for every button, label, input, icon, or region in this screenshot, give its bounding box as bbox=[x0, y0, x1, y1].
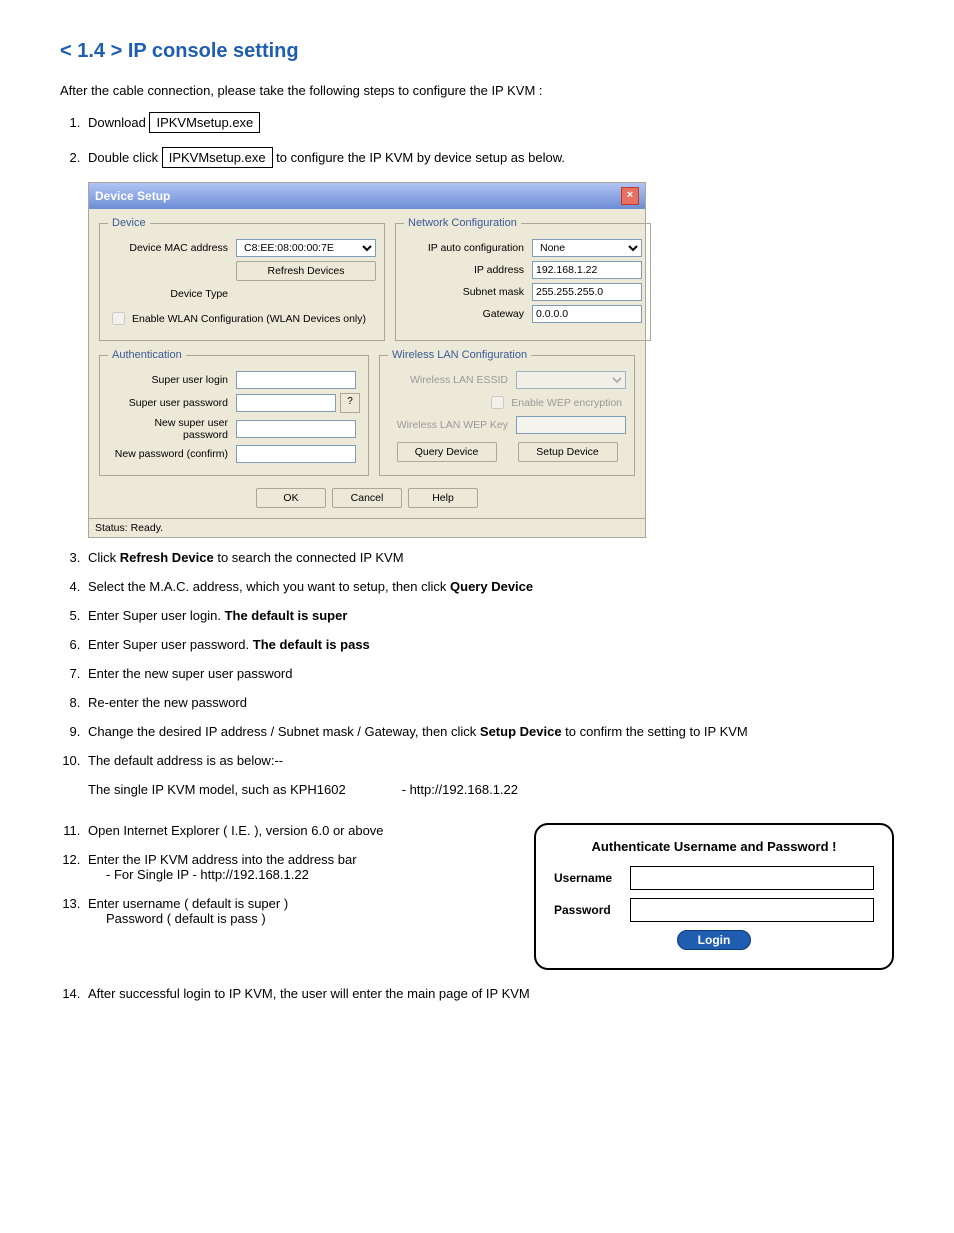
step-5: Enter Super user login. The default is s… bbox=[84, 608, 894, 623]
enable-wlan-label: Enable WLAN Configuration (WLAN Devices … bbox=[132, 313, 366, 325]
username-label: Username bbox=[554, 871, 630, 885]
device-type-field bbox=[236, 285, 376, 303]
login-button[interactable]: Login bbox=[677, 930, 752, 950]
page-title: < 1.4 > IP console setting bbox=[60, 40, 894, 63]
network-fieldset: Network Configuration IP auto configurat… bbox=[395, 217, 651, 341]
wepkey-input bbox=[516, 416, 626, 434]
login-title: Authenticate Username and Password ! bbox=[554, 839, 874, 854]
gateway-input[interactable] bbox=[532, 305, 642, 323]
wepkey-label: Wireless LAN WEP Key bbox=[388, 419, 512, 431]
subnet-input[interactable] bbox=[532, 283, 642, 301]
dialog-title-text: Device Setup bbox=[95, 189, 170, 203]
step-1: Download IPKVMsetup.exe bbox=[84, 112, 894, 133]
step-8: Re-enter the new password bbox=[84, 695, 894, 710]
help-button[interactable]: Help bbox=[408, 488, 478, 508]
refresh-devices-button[interactable]: Refresh Devices bbox=[236, 261, 376, 281]
enable-wlan-checkbox[interactable] bbox=[112, 312, 125, 325]
step2-prefix: Double click bbox=[88, 150, 158, 165]
su-pass-input[interactable] bbox=[236, 394, 336, 412]
cancel-button[interactable]: Cancel bbox=[332, 488, 402, 508]
ip-address-input[interactable] bbox=[532, 261, 642, 279]
step-6: Enter Super user password. The default i… bbox=[84, 637, 894, 652]
device-legend: Device bbox=[108, 217, 150, 229]
su-login-input[interactable] bbox=[236, 371, 356, 389]
mac-select[interactable]: C8:EE:08:00:00:7E bbox=[236, 239, 376, 257]
wlan-fieldset: Wireless LAN Configuration Wireless LAN … bbox=[379, 349, 635, 476]
step2-suffix: to configure the IP KVM by device setup … bbox=[276, 150, 565, 165]
download-filename: IPKVMsetup.exe bbox=[149, 112, 260, 133]
login-dialog: Authenticate Username and Password ! Use… bbox=[534, 823, 894, 970]
step-10: The default address is as below:-- bbox=[84, 753, 894, 768]
mac-label: Device MAC address bbox=[108, 242, 232, 254]
status-bar: Status: Ready. bbox=[89, 518, 645, 537]
query-device-button[interactable]: Query Device bbox=[397, 442, 497, 462]
new-pass-label: New super user password bbox=[108, 417, 232, 441]
auth-fieldset: Authentication Super user login Super us… bbox=[99, 349, 369, 476]
step-12: Enter the IP KVM address into the addres… bbox=[84, 852, 514, 882]
device-setup-dialog: Device Setup × Device Device MAC address… bbox=[88, 182, 646, 538]
step-3: Click Refresh Device to search the conne… bbox=[84, 550, 894, 565]
step10-sub-a: The single IP KVM model, such as KPH1602 bbox=[88, 782, 398, 797]
su-pass-label: Super user password bbox=[108, 397, 232, 409]
enable-wep-checkbox bbox=[491, 396, 504, 409]
step-4: Select the M.A.C. address, which you wan… bbox=[84, 579, 894, 594]
exe-filename: IPKVMsetup.exe bbox=[162, 147, 273, 168]
username-input[interactable] bbox=[630, 866, 874, 890]
ip-address-label: IP address bbox=[404, 264, 528, 276]
new-pass-confirm-input[interactable] bbox=[236, 445, 356, 463]
new-pass-input[interactable] bbox=[236, 420, 356, 438]
essid-select bbox=[516, 371, 626, 389]
intro-text: After the cable connection, please take … bbox=[60, 83, 894, 98]
ip-auto-label: IP auto configuration bbox=[404, 242, 528, 254]
step-7: Enter the new super user password bbox=[84, 666, 894, 681]
new-pass-confirm-label: New password (confirm) bbox=[108, 448, 232, 460]
network-legend: Network Configuration bbox=[404, 217, 521, 229]
password-input[interactable] bbox=[630, 898, 874, 922]
step-2: Double click IPKVMsetup.exe to configure… bbox=[84, 147, 894, 168]
setup-device-button[interactable]: Setup Device bbox=[518, 442, 618, 462]
step-9: Change the desired IP address / Subnet m… bbox=[84, 724, 894, 739]
wlan-legend: Wireless LAN Configuration bbox=[388, 349, 531, 361]
essid-label: Wireless LAN ESSID bbox=[388, 374, 512, 386]
subnet-label: Subnet mask bbox=[404, 286, 528, 298]
ok-button[interactable]: OK bbox=[256, 488, 326, 508]
device-fieldset: Device Device MAC address C8:EE:08:00:00… bbox=[99, 217, 385, 341]
auth-legend: Authentication bbox=[108, 349, 186, 361]
help-icon[interactable]: ? bbox=[340, 393, 360, 413]
enable-wep-label: Enable WEP encryption bbox=[511, 397, 622, 409]
step1-prefix: Download bbox=[88, 115, 146, 130]
step-14: After successful login to IP KVM, the us… bbox=[84, 986, 894, 1001]
step-11: Open Internet Explorer ( I.E. ), version… bbox=[84, 823, 514, 838]
su-login-label: Super user login bbox=[108, 374, 232, 386]
step-13: Enter username ( default is super ) Pass… bbox=[84, 896, 514, 926]
password-label: Password bbox=[554, 903, 630, 917]
device-type-label: Device Type bbox=[108, 288, 232, 300]
close-icon[interactable]: × bbox=[621, 187, 639, 205]
gateway-label: Gateway bbox=[404, 308, 528, 320]
dialog-titlebar: Device Setup × bbox=[89, 183, 645, 209]
step10-sub-b: - http://192.168.1.22 bbox=[402, 782, 518, 797]
ip-auto-select[interactable]: None bbox=[532, 239, 642, 257]
step13-sub: Password ( default is pass ) bbox=[106, 911, 514, 926]
step12-sub: - For Single IP - http://192.168.1.22 bbox=[106, 867, 514, 882]
